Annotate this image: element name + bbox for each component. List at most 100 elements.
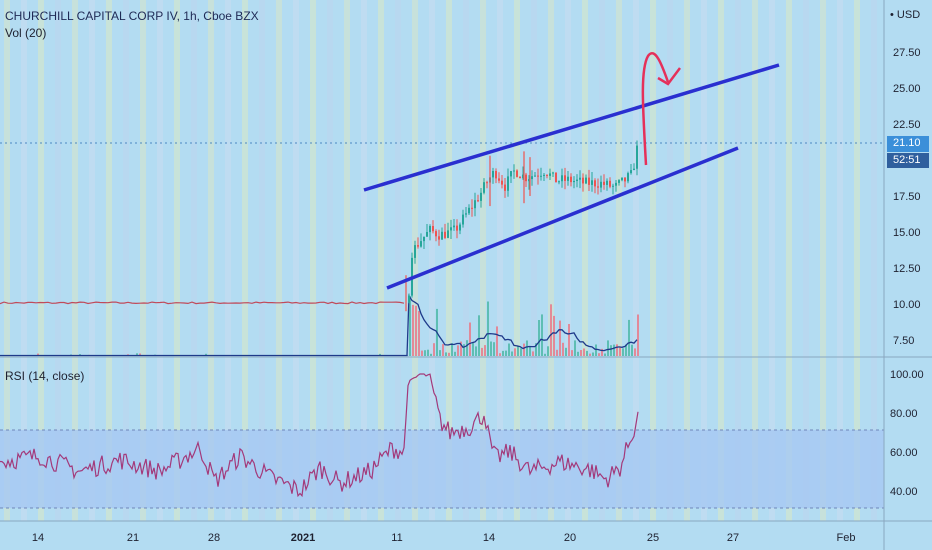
time-tick-label: 27 (727, 532, 739, 544)
candle-body (522, 174, 524, 179)
volume-bar (424, 350, 426, 356)
candle-body (576, 179, 578, 181)
session-stripe (599, 0, 605, 521)
candle-body (630, 170, 632, 174)
volume-bar (445, 352, 447, 356)
rsi-tick-label: 60.00 (890, 447, 918, 459)
candle-body (516, 170, 518, 177)
currency-separator: • (890, 9, 897, 21)
volume-bar (583, 348, 585, 356)
candle-body (504, 184, 506, 191)
session-stripe (497, 0, 503, 521)
time-tick-label: 20 (564, 532, 576, 544)
volume-bar (37, 353, 39, 356)
time-tick-label: 28 (208, 532, 220, 544)
candle-body (633, 168, 635, 170)
lower-trend-line[interactable] (386, 146, 739, 290)
session-stripe (123, 0, 129, 521)
candle-body (447, 230, 449, 238)
session-stripe (276, 0, 282, 521)
volume-bar (631, 344, 633, 356)
volume-bar (484, 345, 486, 356)
candle-body (486, 182, 488, 184)
price-flat-line (0, 301, 405, 305)
session-stripe (871, 0, 877, 521)
volume-bar (502, 350, 504, 356)
volume-bar (544, 353, 546, 356)
currency-code: USD (896, 9, 921, 21)
reversal-arrow[interactable] (641, 52, 670, 166)
candle-body (492, 171, 494, 178)
volume-bar (577, 351, 579, 356)
candle-body (483, 182, 485, 193)
candle-body (525, 174, 527, 182)
session-stripe (667, 0, 673, 521)
candle-body (420, 241, 422, 247)
countdown-value: 52:51 (893, 154, 921, 166)
volume-bar (517, 346, 519, 356)
rsi-tick-label: 40.00 (890, 486, 918, 498)
volume-bar (433, 343, 435, 356)
candle-body (615, 182, 617, 186)
volume-bar (613, 344, 615, 356)
volume-bar (553, 315, 555, 356)
candle-body (453, 225, 455, 228)
candle-body (432, 226, 434, 232)
candle-body (603, 181, 605, 185)
candle-body (423, 236, 425, 242)
upper-trend-line[interactable] (363, 63, 780, 192)
candle-body (570, 176, 572, 183)
session-stripe (650, 0, 656, 521)
volume-bar (454, 351, 456, 356)
session-stripe (633, 0, 639, 521)
candle-body (561, 175, 563, 182)
session-stripe (769, 0, 775, 521)
price-tick-label: 22.50 (893, 119, 921, 131)
reversal-arrow-head (657, 67, 681, 86)
candle-body (588, 177, 590, 185)
volume-bar (562, 342, 564, 356)
volume-bar (637, 314, 639, 356)
session-stripe (531, 0, 537, 521)
session-stripe (837, 0, 843, 521)
candle-body (459, 224, 461, 231)
volume-bar (580, 350, 582, 356)
symbol-title: CHURCHILL CAPITAL CORP IV, 1h, Cboe BZX (5, 9, 259, 23)
volume-bar (430, 353, 432, 356)
rsi-line (0, 373, 639, 498)
session-stripe (72, 0, 78, 521)
volume-bar (472, 342, 474, 356)
volume-bar (508, 343, 510, 356)
candle-body (501, 180, 503, 185)
volume-bar (529, 346, 531, 356)
candle-body (612, 185, 614, 187)
candle-body (480, 192, 482, 201)
candle-body (444, 231, 446, 238)
candle-body (465, 213, 467, 215)
volume-bar (463, 344, 465, 356)
volume-bar (598, 353, 600, 356)
volume-bar (481, 347, 483, 356)
price-tick-label: 10.00 (893, 299, 921, 311)
candle-body (600, 181, 602, 188)
session-stripe (293, 0, 299, 521)
volume-bar (586, 350, 588, 356)
session-stripe (786, 0, 792, 521)
time-tick-label: 25 (647, 532, 659, 544)
candle-body (519, 176, 521, 179)
volume-bar (412, 304, 414, 356)
candle-body (606, 180, 608, 185)
candle-body (429, 226, 431, 233)
session-stripe (38, 0, 44, 521)
candle-body (507, 176, 509, 191)
volume-bar (520, 348, 522, 356)
price-tick-label: 27.50 (893, 47, 921, 59)
session-stripe (344, 0, 350, 521)
price-tick-label: 12.50 (893, 263, 921, 275)
session-stripe (21, 0, 27, 521)
candle-body (495, 171, 497, 179)
volume-bar (541, 314, 543, 356)
price-tick-label: 15.00 (893, 227, 921, 239)
session-stripe (616, 0, 622, 521)
